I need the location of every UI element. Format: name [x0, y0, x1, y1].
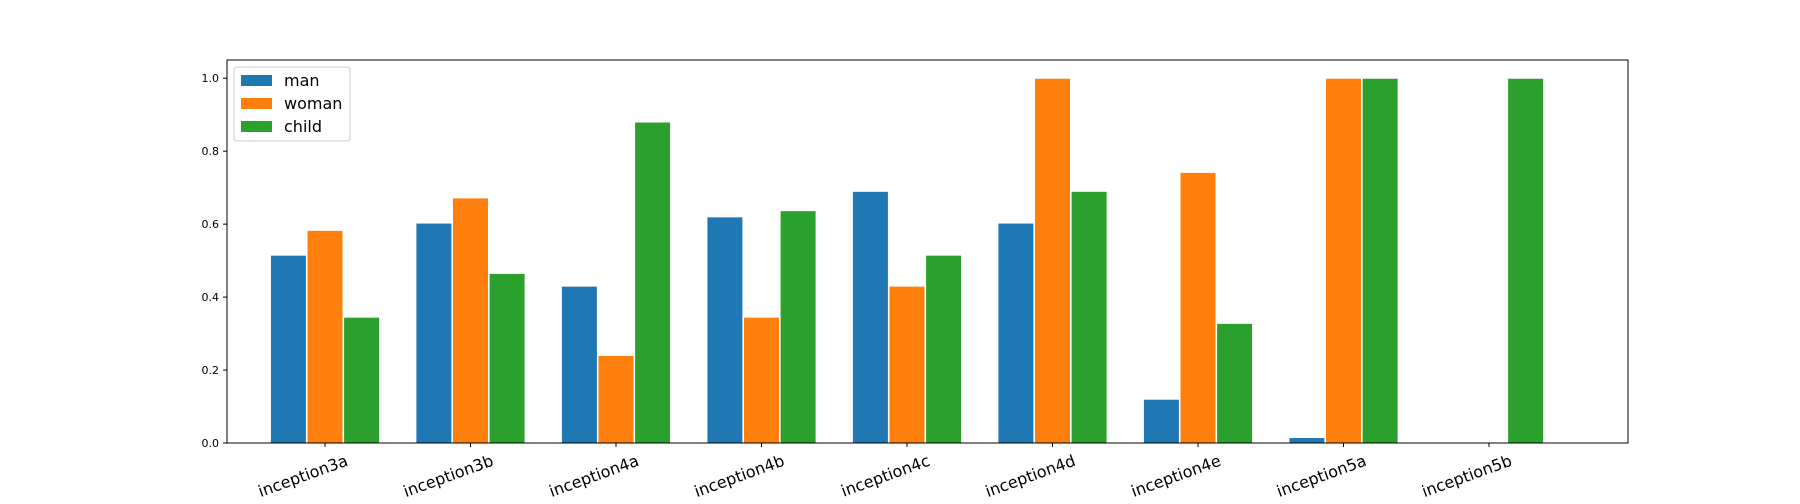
- x-tick-label: inception3a: [256, 451, 351, 501]
- bar-woman-inception4a: [597, 354, 635, 444]
- bar-child-inception5a: [1361, 77, 1399, 444]
- bar-man-inception4a: [560, 285, 598, 444]
- plot-frame: [226, 59, 1629, 444]
- bar-child-inception4e: [1216, 322, 1254, 444]
- legend-label-woman: woman: [284, 94, 342, 113]
- bar-man-inception3b: [415, 222, 453, 444]
- bar-man-inception4b: [706, 216, 744, 444]
- bar-child-inception4c: [925, 254, 963, 444]
- legend-swatch-woman: [241, 98, 272, 109]
- legend-label-man: man: [284, 71, 320, 90]
- y-axis: 0.0 0.2 0.4 0.6 0.8 1.0: [202, 72, 227, 450]
- bars-group: [269, 77, 1545, 444]
- bar-woman-inception4e: [1179, 171, 1217, 444]
- x-tick-label: inception4c: [838, 451, 932, 501]
- x-axis: inception3a inception3b inception4a incepti…: [256, 443, 1514, 501]
- x-tick-label: inception3b: [401, 451, 496, 501]
- x-tick-label: inception4e: [1128, 451, 1223, 501]
- bar-child-inception4b: [779, 210, 817, 444]
- x-tick-label: inception4a: [547, 451, 642, 501]
- legend-label-child: child: [284, 117, 322, 136]
- x-tick-label: inception5b: [1419, 451, 1514, 501]
- bar-woman-inception3b: [452, 197, 489, 444]
- bar-man-inception4c: [851, 190, 889, 444]
- bar-woman-inception3a: [306, 229, 344, 444]
- y-tick-label: 0.2: [202, 364, 220, 377]
- bar-man-inception4e: [1142, 398, 1180, 444]
- bar-man-inception4d: [997, 222, 1035, 444]
- bar-child-inception3a: [343, 316, 381, 444]
- legend-swatch-man: [241, 75, 272, 86]
- bar-child-inception3b: [488, 272, 526, 444]
- y-tick-label: 0.4: [202, 291, 220, 304]
- bar-child-inception4a: [634, 121, 672, 444]
- bar-woman-inception4d: [1034, 77, 1071, 444]
- bar-man-inception3a: [269, 254, 307, 444]
- x-tick-label: inception4d: [983, 451, 1078, 501]
- bar-woman-inception4b: [743, 316, 780, 444]
- legend-swatch-child: [241, 121, 272, 132]
- y-tick-label: 0.0: [202, 437, 220, 450]
- bar-woman-inception5a: [1325, 77, 1362, 444]
- bar-child-inception4d: [1070, 190, 1108, 444]
- x-tick-label: inception5a: [1274, 451, 1369, 501]
- legend: man woman child: [233, 66, 351, 142]
- y-tick-label: 0.6: [202, 218, 220, 231]
- y-tick-label: 1.0: [202, 72, 220, 85]
- y-tick-label: 0.8: [202, 145, 220, 158]
- bar-man-inception5a: [1288, 437, 1326, 444]
- x-tick-label: inception4b: [692, 451, 787, 501]
- bar-woman-inception4c: [888, 285, 926, 444]
- bar-child-inception5b: [1507, 77, 1545, 444]
